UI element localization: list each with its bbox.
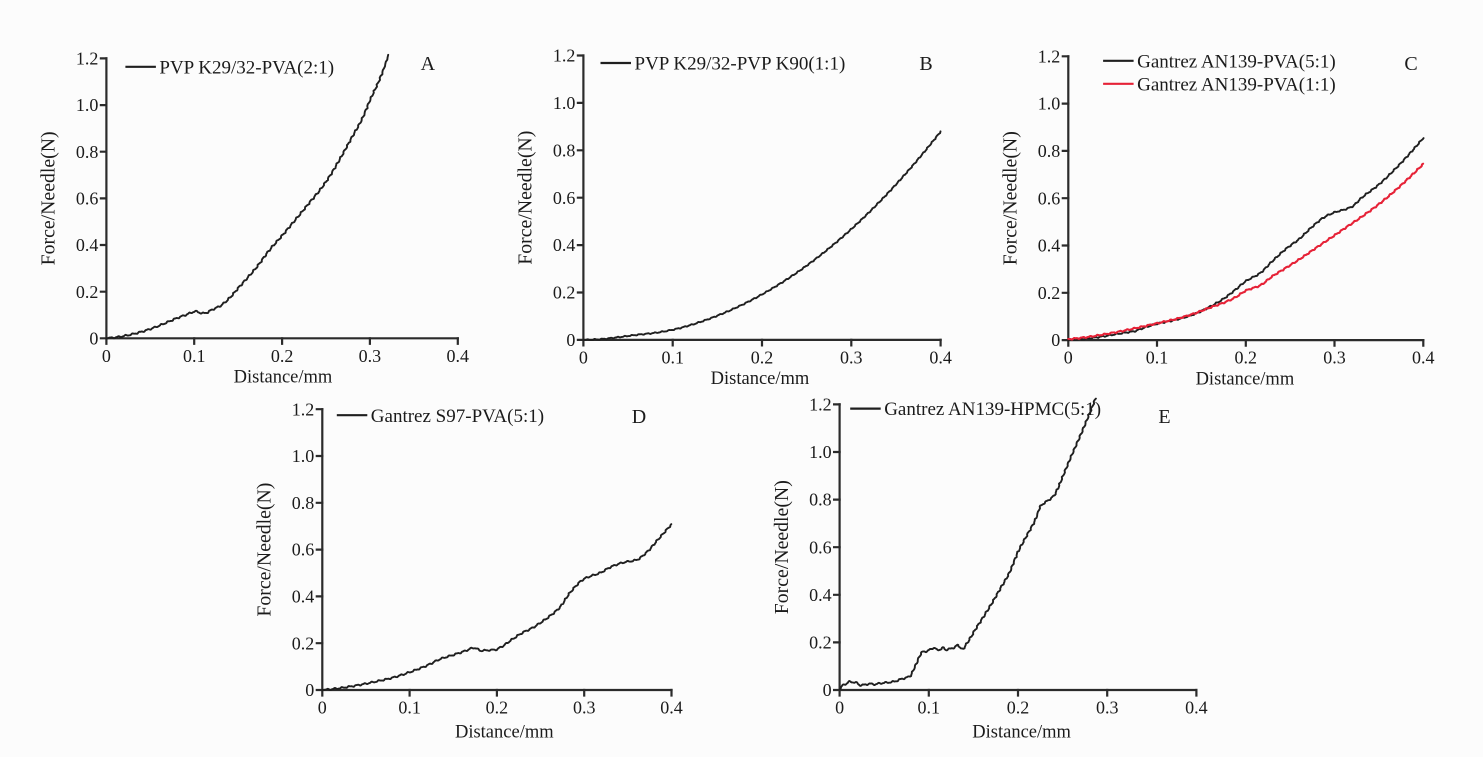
- svg-text:0.8: 0.8: [292, 493, 315, 513]
- svg-text:B: B: [919, 53, 932, 75]
- svg-text:0.8: 0.8: [1038, 141, 1061, 161]
- svg-text:0.4: 0.4: [1038, 236, 1061, 256]
- svg-text:0.3: 0.3: [840, 348, 863, 368]
- svg-text:0.6: 0.6: [1038, 188, 1061, 208]
- svg-text:1.0: 1.0: [809, 442, 832, 462]
- svg-text:0.4: 0.4: [809, 585, 832, 605]
- svg-text:PVP K29/32-PVP K90(1:1): PVP K29/32-PVP K90(1:1): [635, 54, 846, 75]
- svg-text:1.2: 1.2: [292, 399, 315, 419]
- svg-text:0.6: 0.6: [553, 188, 576, 208]
- svg-text:0.1: 0.1: [661, 348, 684, 368]
- svg-text:Gantrez AN139-HPMC(5:1): Gantrez AN139-HPMC(5:1): [884, 399, 1101, 420]
- svg-text:0.1: 0.1: [398, 698, 421, 718]
- svg-text:D: D: [632, 406, 646, 428]
- svg-text:0.4: 0.4: [1412, 348, 1435, 368]
- svg-text:A: A: [421, 53, 436, 75]
- svg-text:Distance/mm: Distance/mm: [972, 723, 1071, 743]
- svg-text:C: C: [1404, 53, 1417, 75]
- svg-text:0: 0: [89, 328, 98, 348]
- svg-text:Distance/mm: Distance/mm: [234, 368, 333, 388]
- svg-text:Gantrez AN139-PVA(1:1): Gantrez AN139-PVA(1:1): [1137, 74, 1336, 95]
- svg-text:0.4: 0.4: [660, 698, 683, 718]
- svg-text:0: 0: [102, 346, 111, 366]
- svg-text:0.2: 0.2: [1235, 348, 1258, 368]
- svg-text:0.4: 0.4: [447, 346, 470, 366]
- svg-text:0: 0: [318, 698, 327, 718]
- svg-text:1.2: 1.2: [1038, 46, 1061, 66]
- svg-text:PVP K29/32-PVA(2:1): PVP K29/32-PVA(2:1): [159, 57, 334, 78]
- svg-text:0.8: 0.8: [553, 140, 576, 160]
- svg-text:0.1: 0.1: [183, 346, 206, 366]
- svg-text:Distance/mm: Distance/mm: [1196, 369, 1295, 389]
- svg-text:0.6: 0.6: [292, 540, 315, 560]
- svg-text:E: E: [1158, 406, 1170, 428]
- svg-text:0.4: 0.4: [76, 235, 99, 255]
- svg-text:1.0: 1.0: [292, 446, 315, 466]
- svg-text:1.2: 1.2: [553, 46, 576, 66]
- svg-text:0: 0: [566, 330, 575, 350]
- svg-text:0: 0: [823, 680, 832, 700]
- svg-text:0.1: 0.1: [1146, 348, 1169, 368]
- svg-text:0.4: 0.4: [929, 348, 952, 368]
- svg-text:1.0: 1.0: [1038, 94, 1061, 114]
- svg-text:Force/Needle(N): Force/Needle(N): [254, 483, 276, 617]
- svg-text:Gantrez AN139-PVA(5:1): Gantrez AN139-PVA(5:1): [1137, 51, 1336, 72]
- svg-text:0.4: 0.4: [292, 587, 315, 607]
- svg-text:0.2: 0.2: [271, 346, 294, 366]
- svg-text:0.4: 0.4: [1185, 698, 1208, 718]
- svg-text:0.3: 0.3: [1323, 348, 1346, 368]
- svg-text:0.2: 0.2: [751, 348, 774, 368]
- svg-text:0.1: 0.1: [918, 698, 941, 718]
- svg-text:0.2: 0.2: [76, 282, 99, 302]
- svg-text:0: 0: [579, 348, 588, 368]
- svg-text:Distance/mm: Distance/mm: [455, 723, 554, 743]
- svg-text:0.2: 0.2: [292, 633, 315, 653]
- svg-text:0.4: 0.4: [553, 235, 576, 255]
- svg-text:0.2: 0.2: [809, 633, 832, 653]
- svg-text:0: 0: [835, 698, 844, 718]
- svg-text:0.2: 0.2: [1038, 283, 1061, 303]
- svg-text:1.0: 1.0: [76, 95, 99, 115]
- svg-text:1.2: 1.2: [809, 395, 832, 415]
- svg-text:1.2: 1.2: [76, 49, 99, 69]
- svg-text:0.2: 0.2: [486, 698, 509, 718]
- svg-text:0.2: 0.2: [553, 283, 576, 303]
- svg-text:0.8: 0.8: [76, 142, 99, 162]
- svg-text:0.3: 0.3: [573, 698, 596, 718]
- svg-text:0.2: 0.2: [1007, 698, 1030, 718]
- svg-text:Force/Needle(N): Force/Needle(N): [38, 131, 60, 265]
- svg-text:0.3: 0.3: [359, 346, 382, 366]
- svg-text:0.6: 0.6: [809, 537, 832, 557]
- svg-text:Distance/mm: Distance/mm: [711, 369, 810, 389]
- svg-text:0.3: 0.3: [1096, 698, 1119, 718]
- svg-text:0.8: 0.8: [809, 490, 832, 510]
- svg-text:Force/Needle(N): Force/Needle(N): [771, 480, 793, 614]
- svg-text:Gantrez S97-PVA(5:1): Gantrez S97-PVA(5:1): [371, 406, 544, 427]
- svg-text:1.0: 1.0: [553, 93, 576, 113]
- svg-text:0: 0: [1051, 330, 1060, 350]
- svg-text:0.6: 0.6: [76, 189, 99, 209]
- svg-text:0: 0: [305, 680, 314, 700]
- svg-text:Force/Needle(N): Force/Needle(N): [1000, 131, 1022, 265]
- svg-text:0: 0: [1064, 348, 1073, 368]
- svg-text:Force/Needle(N): Force/Needle(N): [515, 131, 537, 265]
